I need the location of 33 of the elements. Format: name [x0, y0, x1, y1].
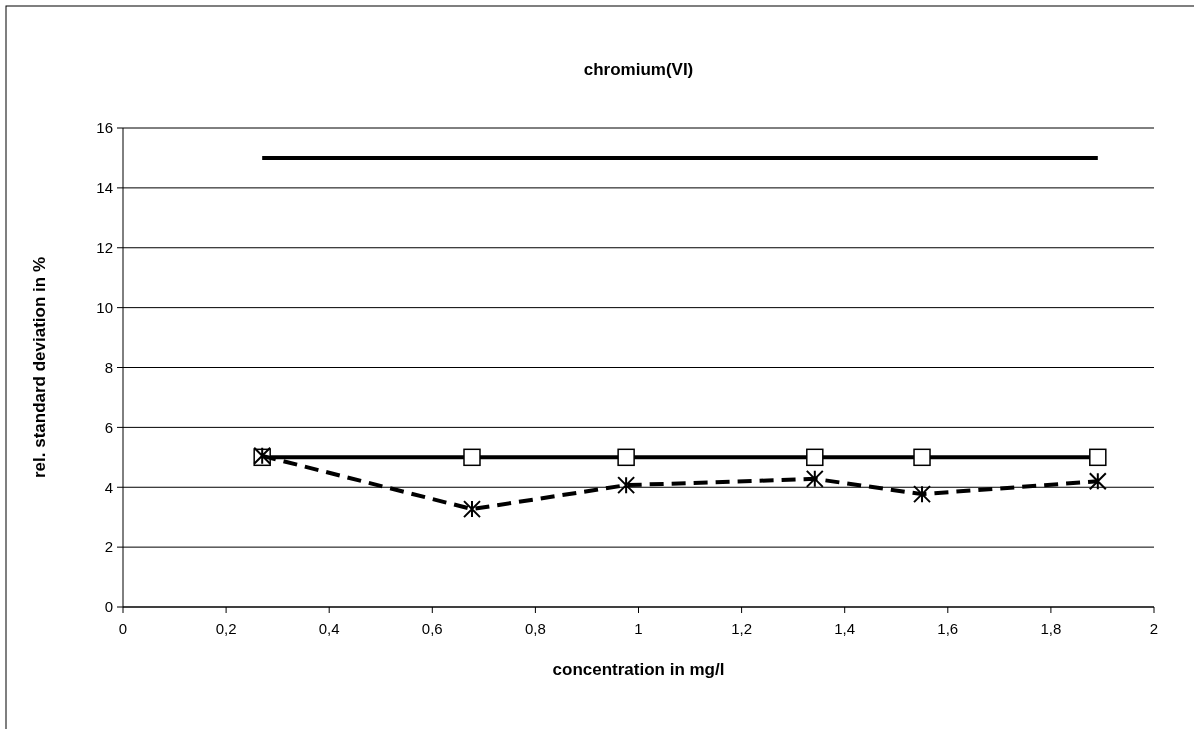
x-tick-label: 0,6: [421, 620, 443, 637]
y-tick-label: 14: [96, 179, 113, 197]
point: [913, 485, 932, 504]
point: [463, 448, 481, 467]
x-tick-label: 1,4: [834, 620, 856, 637]
x-axis-title: concentration in mg/l: [552, 660, 725, 679]
point: [1089, 448, 1107, 467]
x-tick-label: 1,6: [937, 620, 959, 637]
y-tick-label: 4: [104, 478, 113, 496]
point: [805, 469, 824, 488]
x-tick-label: 1,2: [731, 620, 753, 637]
x-tick-label: 2: [1149, 620, 1159, 637]
point: [913, 448, 931, 467]
x-tick-label: 0,4: [318, 620, 340, 637]
point: [617, 448, 635, 467]
chart-title: chromium(VI): [583, 60, 694, 79]
point: [462, 500, 481, 519]
y-tick-label: 6: [104, 418, 113, 436]
x-tick-label: 1,8: [1040, 620, 1062, 637]
y-tick-label: 0: [104, 598, 113, 616]
point: [1088, 472, 1107, 491]
point: [806, 448, 824, 467]
y-tick-label: 12: [96, 239, 113, 256]
y-tick-label: 8: [104, 358, 113, 376]
y-tick-label: 10: [96, 298, 113, 316]
x-tick-label: 0: [118, 620, 128, 637]
y-tick-label: 2: [104, 538, 113, 556]
x-tick-label: 1: [634, 620, 643, 637]
y-tick-label: 16: [96, 119, 113, 137]
x-tick-label: 0,2: [215, 620, 237, 637]
x-tick-label: 0,8: [524, 620, 546, 637]
point: [617, 476, 636, 495]
y-axis-title: rel. standard deviation in %: [30, 256, 49, 479]
